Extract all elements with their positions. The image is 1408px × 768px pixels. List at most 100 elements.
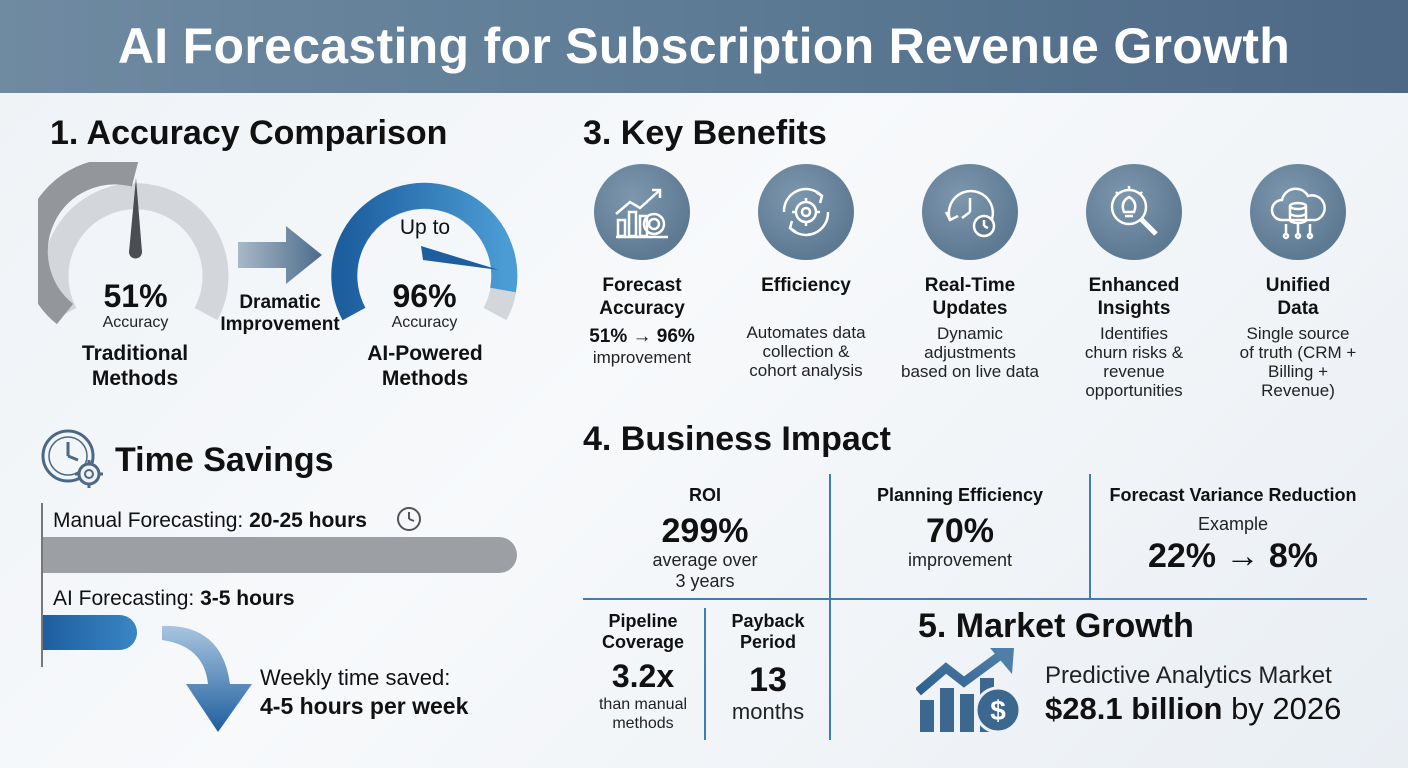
impact-planning: Planning Efficiency 70% improvement <box>840 485 1080 571</box>
benefit-unified-data: Unified Data Single source of truth (CRM… <box>1223 164 1373 400</box>
pipeline-title-1: Pipeline <box>608 611 678 631</box>
benefit-title-1: Forecast <box>602 275 682 296</box>
benefit-title-1: Unified <box>1265 275 1331 296</box>
clock-gear-icon <box>41 429 103 488</box>
market-label: Predictive Analytics Market <box>1045 662 1332 689</box>
impact-divider-3 <box>704 608 706 740</box>
ai-bar-label: AI Forecasting: 3-5 hours <box>53 587 295 611</box>
roi-value: 299% <box>661 512 749 550</box>
payback-title-1: Payback <box>731 611 805 631</box>
variance-sub: Example <box>1197 514 1269 534</box>
header-banner: AI Forecasting for Subscription Revenue … <box>0 0 1408 93</box>
roi-sub-2: 3 years <box>675 571 735 591</box>
weekly-line-2: 4-5 hours per week <box>260 693 469 719</box>
market-value: $28.1 billion <box>1045 691 1223 726</box>
ai-gauge <box>331 182 518 321</box>
benefit-desc-3: cohort analysis <box>749 361 863 380</box>
benefit-title-2: Accuracy <box>599 298 685 319</box>
traditional-sub: Accuracy <box>102 314 169 331</box>
impact-pipeline: Pipeline Coverage 3.2x than manual metho… <box>583 611 703 733</box>
growth-chart-target-icon <box>615 188 668 239</box>
benefit-title-2: Updates <box>932 298 1008 319</box>
impact-divider-1 <box>829 474 831 740</box>
benefit-desc-3: Billing + <box>1267 362 1328 381</box>
benefit-desc-1: Single source <box>1246 324 1350 343</box>
ai-sub: Accuracy <box>391 314 458 331</box>
arrow-label-2: Improvement <box>220 314 340 335</box>
manual-label-text: Manual Forecasting: <box>53 509 250 532</box>
market-growth-icon: $ <box>916 648 1022 734</box>
benefit-title-1: Efficiency <box>761 275 851 296</box>
page-title: AI Forecasting for Subscription Revenue … <box>117 18 1291 74</box>
payback-value: 13 <box>749 661 787 699</box>
benefit-title-2: Insights <box>1097 298 1171 319</box>
impact-variance: Forecast Variance Reduction Example 22% … <box>1093 485 1373 575</box>
variance-value: 22% → 8% <box>1147 537 1319 575</box>
traditional-label-1: Traditional <box>81 342 189 365</box>
impact-divider-h <box>583 598 1367 600</box>
cloud-database-icon <box>1270 187 1326 240</box>
clock-refresh-icon <box>944 189 996 238</box>
traditional-gauge-needle <box>129 178 142 252</box>
traditional-gauge <box>38 162 229 325</box>
benefit-title-2: Data <box>1277 298 1319 319</box>
svg-text:$: $ <box>990 695 1006 726</box>
payback-sub: months <box>731 699 805 724</box>
manual-value: 20-25 hours <box>249 509 367 532</box>
curved-down-arrow-icon <box>162 625 252 732</box>
manual-bar <box>43 537 517 573</box>
benefit-desc-2: improvement <box>592 348 692 367</box>
ai-gauge-needle <box>421 246 499 270</box>
pipeline-title-2: Coverage <box>601 632 685 652</box>
traditional-label-2: Methods <box>91 367 179 390</box>
gear-cycle-icon <box>782 187 830 237</box>
improvement-arrow-icon <box>238 226 322 284</box>
ai-value: 96% <box>392 278 457 314</box>
ai-bar <box>43 615 137 650</box>
pipeline-sub-1: than manual <box>598 696 688 713</box>
payback-title-2: Period <box>739 632 796 652</box>
time-axis-line <box>41 503 43 667</box>
benefit-circle <box>1086 164 1182 260</box>
planning-value: 70% <box>925 512 995 550</box>
ai-label-text: AI Forecasting: <box>53 587 201 610</box>
benefit-circle <box>1250 164 1346 260</box>
roi-title: ROI <box>688 485 721 505</box>
benefit-desc-1: Identifies <box>1099 324 1169 343</box>
benefits-heading: 3. Key Benefits <box>583 114 827 152</box>
time-savings-heading: Time Savings <box>115 441 334 479</box>
market-suffix: by 2026 <box>1222 691 1342 726</box>
ai-prefix: Up to <box>399 216 451 239</box>
small-clock-icon <box>397 507 421 531</box>
benefit-desc-2: of truth (CRM + <box>1239 343 1357 362</box>
benefit-forecast-accuracy: Forecast Accuracy 51% → 96% improvement <box>567 164 717 367</box>
benefit-efficiency: Efficiency Automates data collection & c… <box>731 164 881 380</box>
planning-title: Planning Efficiency <box>876 485 1044 505</box>
impact-roi: ROI 299% average over 3 years <box>620 485 790 592</box>
benefit-desc-1: 51% → 96% <box>589 326 695 347</box>
roi-sub-1: average over <box>652 550 758 570</box>
benefit-desc-4: opportunities <box>1085 381 1183 400</box>
benefit-circle <box>922 164 1018 260</box>
pipeline-sub-2: methods <box>612 715 674 732</box>
benefit-desc-4: Revenue) <box>1261 381 1335 400</box>
benefit-desc-2: adjustments <box>924 343 1016 362</box>
benefit-desc-2: collection & <box>762 342 850 361</box>
ai-label-2: Methods <box>381 367 469 390</box>
accuracy-heading: 1. Accuracy Comparison <box>50 114 448 152</box>
benefit-desc-1: Automates data <box>746 323 866 342</box>
market-value-line: $28.1 billion by 2026 <box>1045 690 1341 728</box>
benefit-desc-3: revenue <box>1103 362 1165 381</box>
impact-heading: 4. Business Impact <box>583 420 892 458</box>
benefit-desc-2: churn risks & <box>1084 343 1184 362</box>
manual-label: Manual Forecasting: 20-25 hours <box>53 509 367 533</box>
weekly-line-1: Weekly time saved: <box>260 665 451 690</box>
benefit-desc-1: Dynamic <box>936 324 1004 343</box>
benefit-circle <box>758 164 854 260</box>
market-heading: 5. Market Growth <box>918 607 1194 645</box>
variance-title: Forecast Variance Reduction <box>1109 485 1357 505</box>
impact-divider-2 <box>1089 474 1091 598</box>
planning-sub: improvement <box>907 550 1013 570</box>
pipeline-value: 3.2x <box>611 658 675 694</box>
ai-value-hours: 3-5 hours <box>200 587 295 610</box>
